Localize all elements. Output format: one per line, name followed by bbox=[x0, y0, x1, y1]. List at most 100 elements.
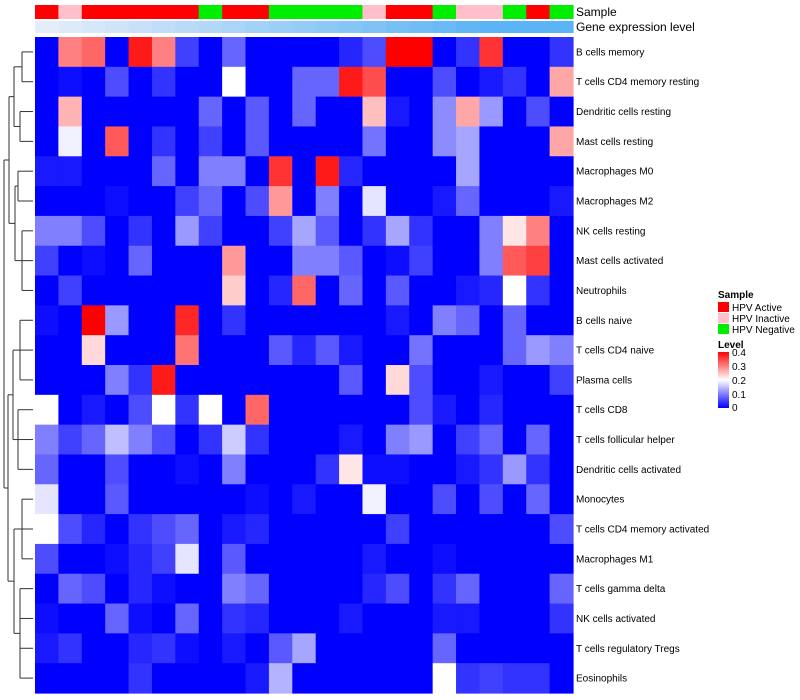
heatmap-cell bbox=[105, 275, 130, 306]
heatmap-cell bbox=[105, 186, 130, 217]
heatmap-cell bbox=[549, 394, 574, 426]
sample-annotation-cell bbox=[222, 5, 247, 19]
heatmap-cell bbox=[385, 663, 410, 694]
heatmap-cell bbox=[35, 543, 59, 575]
heatmap-cell bbox=[549, 543, 574, 575]
heatmap-cell bbox=[456, 454, 481, 485]
heatmap-cell bbox=[175, 663, 200, 694]
heatmap-cell bbox=[35, 514, 59, 545]
sample-annotation-cell bbox=[292, 5, 317, 19]
heatmap-cell bbox=[549, 305, 574, 336]
heatmap-cell bbox=[456, 484, 481, 515]
heatmap-cell bbox=[222, 454, 247, 485]
heatmap-cell bbox=[175, 215, 200, 247]
heatmap-cell bbox=[128, 454, 153, 485]
heatmap-cell bbox=[292, 633, 317, 664]
heatmap-cell bbox=[479, 245, 504, 277]
row-label: Macrophages M0 bbox=[576, 167, 654, 178]
heatmap-cell bbox=[502, 66, 527, 98]
heatmap-cell bbox=[549, 156, 574, 187]
heatmap-cell bbox=[222, 424, 247, 456]
heatmap-cell bbox=[268, 663, 293, 694]
heatmap-cell bbox=[58, 245, 83, 277]
heatmap-cell bbox=[362, 573, 387, 605]
heatmap-cell bbox=[105, 633, 130, 664]
heatmap-cell bbox=[385, 365, 410, 396]
heatmap-cell bbox=[222, 335, 247, 366]
heatmap-cell bbox=[409, 186, 434, 217]
heatmap-cell bbox=[385, 603, 410, 634]
heatmap-cell bbox=[549, 454, 574, 485]
heatmap-cell bbox=[549, 126, 574, 157]
heatmap-cell bbox=[128, 126, 153, 157]
gene-expression-annotation-cell bbox=[58, 21, 83, 33]
heatmap-cell bbox=[339, 96, 364, 128]
heatmap-cell bbox=[315, 514, 340, 545]
heatmap-cell bbox=[432, 484, 457, 515]
heatmap-cell bbox=[526, 305, 551, 336]
sample-annotation-cell bbox=[339, 5, 364, 19]
heatmap-cell bbox=[128, 305, 153, 336]
heatmap-cell bbox=[409, 66, 434, 98]
heatmap-cell bbox=[222, 245, 247, 277]
heatmap-cell bbox=[222, 514, 247, 545]
heatmap-cell bbox=[409, 424, 434, 456]
heatmap-cell bbox=[268, 633, 293, 664]
heatmap-cell bbox=[315, 633, 340, 664]
heatmap-cell bbox=[292, 186, 317, 217]
heatmap-cell bbox=[128, 603, 153, 634]
heatmap-cell bbox=[502, 126, 527, 157]
heatmap-cell bbox=[81, 663, 106, 694]
heatmap-cell bbox=[409, 633, 434, 664]
gene-expression-annotation-cell bbox=[362, 21, 387, 33]
heatmap-cell bbox=[292, 663, 317, 694]
gene-expression-annotation-cell bbox=[502, 21, 527, 33]
heatmap-cell bbox=[175, 543, 200, 575]
heatmap-cell bbox=[175, 603, 200, 634]
heatmap-cell bbox=[58, 96, 83, 128]
heatmap-cell bbox=[245, 156, 270, 187]
heatmap-cell bbox=[58, 126, 83, 157]
heatmap-cell bbox=[549, 37, 574, 68]
heatmap-cell bbox=[222, 633, 247, 664]
heatmap-cell bbox=[432, 275, 457, 306]
heatmap-cell bbox=[385, 245, 410, 277]
heatmap-cell bbox=[315, 603, 340, 634]
heatmap-cell bbox=[105, 66, 130, 98]
heatmap-cell bbox=[362, 424, 387, 456]
heatmap-cell bbox=[315, 484, 340, 515]
heatmap-cell bbox=[456, 245, 481, 277]
heatmap-cell bbox=[58, 394, 83, 426]
heatmap-cell bbox=[292, 275, 317, 306]
heatmap-cell bbox=[502, 275, 527, 306]
heatmap-cell bbox=[35, 633, 59, 664]
heatmap-cell bbox=[128, 156, 153, 187]
heatmap-cell bbox=[526, 126, 551, 157]
heatmap-cell bbox=[502, 37, 527, 68]
heatmap-cell bbox=[245, 454, 270, 485]
heatmap-cell bbox=[385, 424, 410, 456]
heatmap-cell bbox=[151, 543, 176, 575]
heatmap-cell bbox=[128, 66, 153, 98]
heatmap-cell bbox=[339, 633, 364, 664]
heatmap-cell bbox=[362, 96, 387, 128]
heatmap-cell bbox=[81, 394, 106, 426]
heatmap-cell bbox=[502, 573, 527, 605]
heatmap-cell bbox=[339, 484, 364, 515]
heatmap-cell bbox=[339, 424, 364, 456]
heatmap-cell bbox=[479, 96, 504, 128]
legend-tick-0.3: 0.3 bbox=[732, 362, 746, 373]
heatmap-cell bbox=[432, 603, 457, 634]
heatmap-cell bbox=[35, 663, 59, 694]
heatmap-cell bbox=[35, 394, 59, 426]
heatmap-cell bbox=[151, 96, 176, 128]
heatmap-cell bbox=[339, 305, 364, 336]
row-label: Macrophages M2 bbox=[576, 197, 654, 208]
heatmap-cell bbox=[151, 514, 176, 545]
row-label: T cells gamma delta bbox=[576, 584, 666, 595]
heatmap-cell bbox=[268, 186, 293, 217]
heatmap-cell bbox=[526, 484, 551, 515]
heatmap-cell bbox=[198, 37, 223, 68]
heatmap-cell bbox=[245, 245, 270, 277]
heatmap-cell bbox=[151, 305, 176, 336]
